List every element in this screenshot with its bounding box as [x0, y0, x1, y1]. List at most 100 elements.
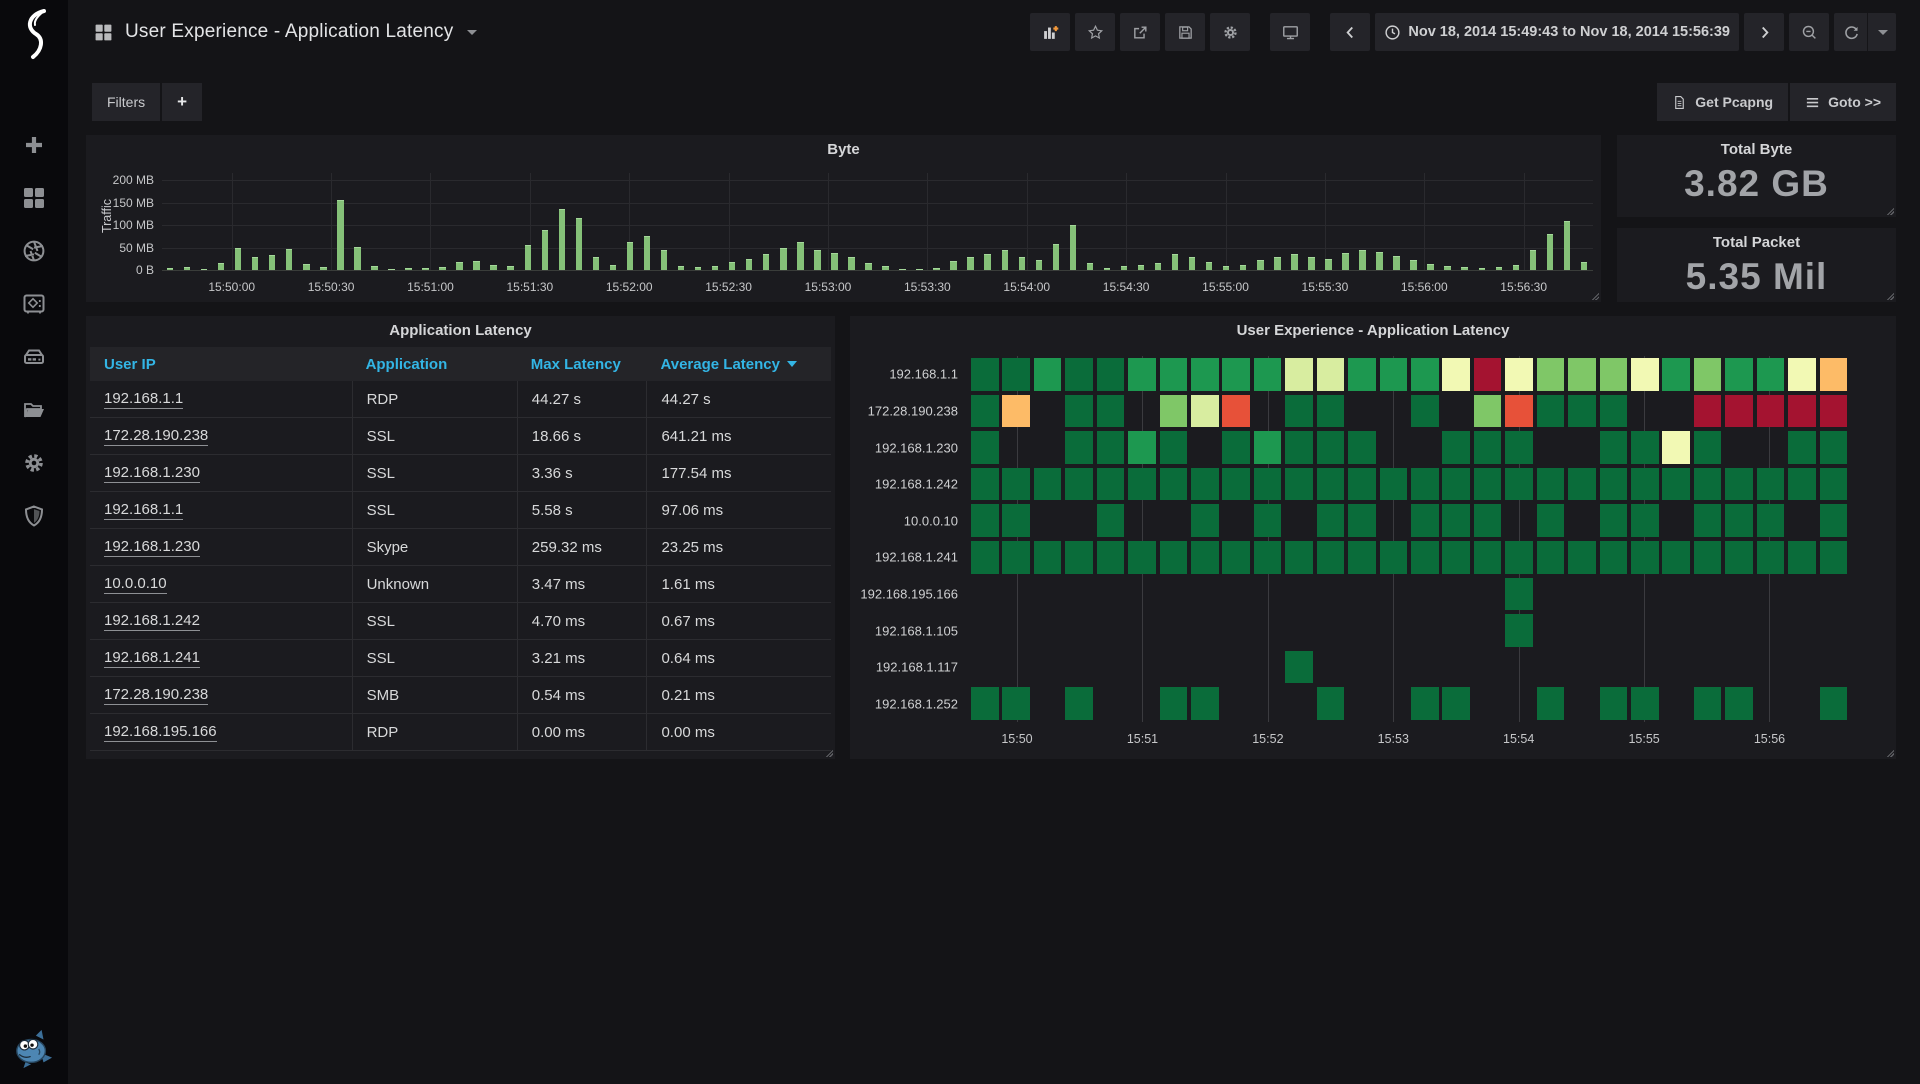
heatmap-cell[interactable]	[1191, 504, 1218, 537]
byte-bar[interactable]	[780, 248, 786, 270]
heatmap-cell[interactable]	[1537, 687, 1564, 720]
heatmap-cell[interactable]	[1600, 358, 1627, 391]
heatmap-cell[interactable]	[1820, 504, 1847, 537]
byte-bar[interactable]	[644, 236, 650, 270]
heatmap-cell[interactable]	[1694, 687, 1721, 720]
heatmap-cell[interactable]	[971, 431, 998, 464]
column-header-average-latency[interactable]: Average Latency	[646, 347, 831, 381]
user-ip-link[interactable]: 172.28.190.238	[104, 686, 208, 705]
heatmap-cell[interactable]	[1160, 687, 1187, 720]
heatmap-cell[interactable]	[1317, 541, 1344, 574]
filters-dropdown[interactable]: Filters	[92, 83, 160, 121]
byte-bar[interactable]	[167, 268, 173, 270]
byte-bar[interactable]	[286, 249, 292, 270]
byte-bar[interactable]	[1104, 268, 1110, 270]
heatmap-cell[interactable]	[1568, 468, 1595, 501]
heatmap-cell[interactable]	[1065, 431, 1092, 464]
heatmap-cell[interactable]	[1725, 468, 1752, 501]
heatmap-cell[interactable]	[1411, 504, 1438, 537]
heatmap-cell[interactable]	[1002, 468, 1029, 501]
add-filter-button[interactable]: +	[162, 83, 202, 121]
heatmap-cell[interactable]	[1065, 687, 1092, 720]
byte-bar[interactable]	[235, 248, 241, 270]
user-ip-link[interactable]: 192.168.1.241	[104, 649, 200, 668]
byte-bar[interactable]	[933, 268, 939, 270]
byte-bar[interactable]	[1444, 266, 1450, 270]
byte-bar[interactable]	[848, 257, 854, 270]
heatmap-cell[interactable]	[1820, 541, 1847, 574]
heatmap-cell[interactable]	[1348, 504, 1375, 537]
heatmap-cell[interactable]	[1317, 468, 1344, 501]
byte-bar[interactable]	[1564, 221, 1570, 270]
heatmap-cell[interactable]	[1694, 541, 1721, 574]
heatmap-cell[interactable]	[1820, 395, 1847, 428]
byte-bar[interactable]	[1019, 257, 1025, 270]
heatmap-cell[interactable]	[1002, 504, 1029, 537]
heatmap-cell[interactable]	[1160, 431, 1187, 464]
dashboard-title[interactable]: User Experience - Application Latency	[125, 21, 453, 43]
user-ip-link[interactable]: 192.168.195.166	[104, 723, 217, 742]
heatmap-cell[interactable]	[1191, 468, 1218, 501]
heatmap-cell[interactable]	[1568, 541, 1595, 574]
byte-bar[interactable]	[1547, 234, 1553, 270]
heatmap-cell[interactable]	[1537, 395, 1564, 428]
heatmap-cell[interactable]	[1600, 431, 1627, 464]
byte-bar[interactable]	[1513, 265, 1519, 270]
byte-bar[interactable]	[1325, 259, 1331, 270]
byte-bar[interactable]	[729, 262, 735, 270]
byte-bar[interactable]	[695, 267, 701, 270]
heatmap-cell[interactable]	[1757, 358, 1784, 391]
byte-bar[interactable]	[1291, 254, 1297, 270]
heatmap-cell[interactable]	[1474, 541, 1501, 574]
heatmap-cell[interactable]	[1568, 358, 1595, 391]
heatmap-cell[interactable]	[1442, 468, 1469, 501]
heatmap-cell[interactable]	[1474, 358, 1501, 391]
heatmap-cell[interactable]	[1097, 504, 1124, 537]
byte-bar[interactable]	[388, 269, 394, 270]
byte-bar[interactable]	[661, 250, 667, 270]
byte-bar[interactable]	[269, 255, 275, 270]
heatmap-cell[interactable]	[1788, 431, 1815, 464]
user-ip-link[interactable]: 192.168.1.230	[104, 538, 200, 557]
byte-bar[interactable]	[916, 269, 922, 270]
byte-bar[interactable]	[814, 250, 820, 270]
heatmap-cell[interactable]	[1662, 541, 1689, 574]
heatmap-cell[interactable]	[1034, 358, 1061, 391]
share-button[interactable]	[1120, 13, 1160, 51]
heatmap-cell[interactable]	[1222, 395, 1249, 428]
byte-bar[interactable]	[542, 230, 548, 270]
byte-bar[interactable]	[525, 245, 531, 270]
heatmap-cell[interactable]	[1285, 468, 1312, 501]
heatmap-cell[interactable]	[1474, 431, 1501, 464]
heatmap-cell[interactable]	[1662, 431, 1689, 464]
heatmap-cell[interactable]	[1128, 468, 1155, 501]
byte-bar[interactable]	[1461, 267, 1467, 270]
heatmap-cell[interactable]	[1505, 358, 1532, 391]
byte-bar[interactable]	[1070, 225, 1076, 270]
panel-title-total-packet[interactable]: Total Packet	[1617, 228, 1896, 256]
byte-bar[interactable]	[559, 209, 565, 270]
byte-bar[interactable]	[576, 218, 582, 270]
byte-bar[interactable]	[337, 200, 343, 270]
heatmap-cell[interactable]	[1505, 578, 1532, 611]
heatmap-cell[interactable]	[1788, 468, 1815, 501]
byte-bar[interactable]	[354, 247, 360, 270]
heatmap-cell[interactable]	[1505, 431, 1532, 464]
byte-bar[interactable]	[1581, 262, 1587, 270]
sidebar-item-add[interactable]	[21, 132, 47, 158]
heatmap-cell[interactable]	[1285, 358, 1312, 391]
byte-bar[interactable]	[456, 262, 462, 270]
byte-bar[interactable]	[1002, 250, 1008, 270]
heatmap-cell[interactable]	[1411, 687, 1438, 720]
heatmap-cell[interactable]	[1002, 687, 1029, 720]
star-button[interactable]	[1075, 13, 1115, 51]
heatmap-cell[interactable]	[1694, 431, 1721, 464]
heatmap-cell[interactable]	[1160, 395, 1187, 428]
heatmap-cell[interactable]	[1285, 541, 1312, 574]
user-ip-link[interactable]: 172.28.190.238	[104, 427, 208, 446]
heatmap-cell[interactable]	[1285, 395, 1312, 428]
heatmap-cell[interactable]	[1348, 358, 1375, 391]
heatmap-cell[interactable]	[1065, 358, 1092, 391]
heatmap-cell[interactable]	[1034, 541, 1061, 574]
heatmap-cell[interactable]	[1820, 687, 1847, 720]
